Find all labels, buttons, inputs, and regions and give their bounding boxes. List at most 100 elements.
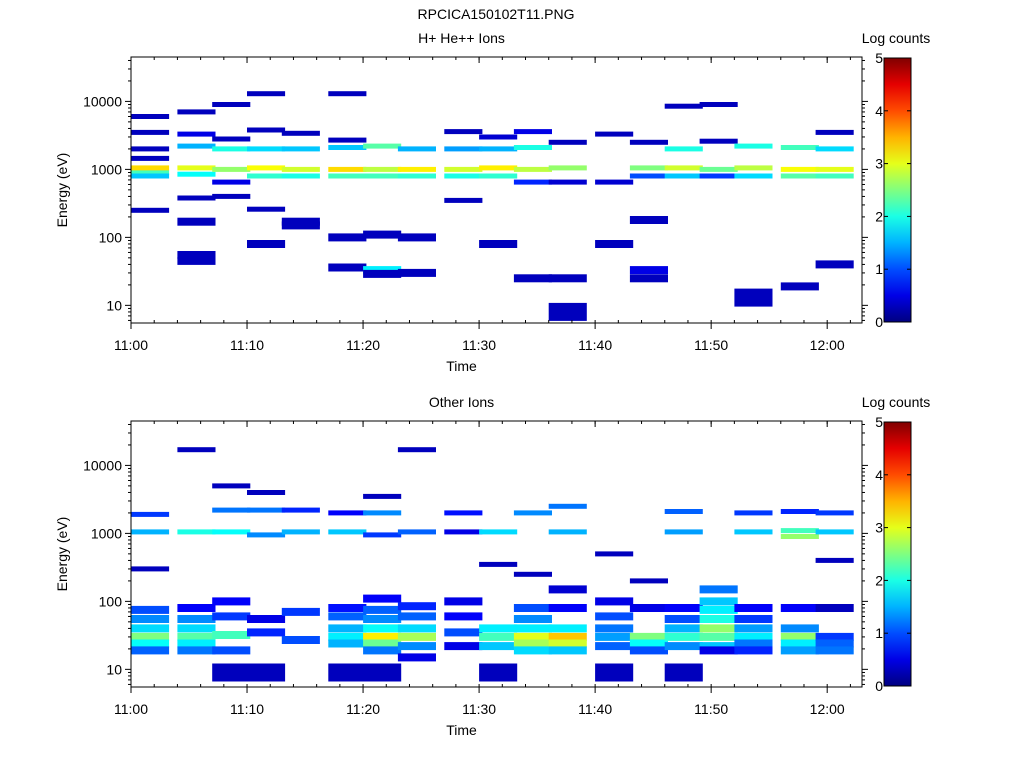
heatmap-cell bbox=[595, 612, 634, 621]
heatmap-cell bbox=[177, 447, 216, 453]
heatmap-cell bbox=[664, 146, 703, 152]
heatmap-cell bbox=[548, 139, 587, 145]
heatmap-cell bbox=[397, 612, 436, 621]
heatmap-cell bbox=[212, 102, 251, 107]
colorbar-label: Log counts bbox=[862, 30, 931, 46]
heatmap-cell bbox=[131, 605, 170, 614]
heatmap-cell bbox=[177, 604, 216, 612]
heatmap-cell bbox=[479, 165, 518, 171]
heatmap-cell bbox=[212, 136, 251, 142]
colorbar-tick-label: 3 bbox=[875, 520, 883, 536]
heatmap-cell bbox=[699, 166, 738, 172]
heatmap-cell bbox=[247, 628, 286, 637]
heatmap-cell bbox=[513, 179, 552, 185]
colorbar-tick-label: 5 bbox=[875, 414, 883, 430]
heatmap-cell bbox=[734, 173, 773, 179]
heatmap-cell bbox=[513, 166, 552, 172]
heatmap-cell bbox=[212, 166, 251, 172]
heatmap-cell bbox=[281, 607, 320, 616]
heatmap-cell bbox=[397, 624, 436, 633]
heatmap-cell bbox=[513, 646, 552, 655]
heatmap-cell bbox=[363, 143, 402, 149]
heatmap-cell bbox=[281, 173, 320, 179]
heatmap-cell bbox=[629, 646, 668, 655]
heatmap-cell bbox=[131, 170, 170, 175]
heatmap-cell bbox=[177, 165, 216, 171]
heatmap-cell bbox=[444, 612, 483, 621]
heatmap-cell bbox=[664, 509, 703, 514]
heatmap-cell bbox=[363, 639, 402, 648]
heatmap-cell bbox=[131, 511, 170, 517]
heatmap-cell bbox=[131, 207, 170, 213]
heatmap-cell bbox=[328, 624, 367, 633]
heatmap-cell bbox=[131, 632, 170, 641]
heatmap-cell bbox=[444, 597, 483, 606]
heatmap-cell bbox=[479, 134, 518, 140]
heatmap-cell bbox=[548, 274, 587, 283]
heatmap-cell bbox=[664, 663, 703, 682]
heatmap-cell bbox=[734, 604, 773, 612]
heatmap-cell bbox=[247, 532, 286, 538]
heatmap-cell bbox=[780, 639, 819, 648]
x-tick-label: 11:20 bbox=[346, 337, 380, 353]
heatmap-cell bbox=[212, 597, 251, 606]
panel-other-ions: Other Ions 11:00 11:10 11:20 11:30 11:40 11:50… bbox=[54, 394, 930, 738]
heatmap-cell bbox=[131, 529, 170, 535]
heatmap-cell bbox=[363, 493, 402, 499]
heatmap-cell bbox=[212, 483, 251, 489]
heatmap-cell bbox=[363, 594, 402, 603]
heatmap-cell bbox=[479, 529, 518, 535]
heatmap-cell bbox=[815, 557, 854, 563]
heatmap-cell bbox=[177, 195, 216, 201]
x-tick-label: 12:00 bbox=[810, 701, 845, 717]
heatmap-cell bbox=[131, 615, 170, 623]
heatmap-cell bbox=[780, 604, 819, 612]
heatmap-cell bbox=[548, 639, 587, 648]
heatmap-cell bbox=[595, 663, 634, 682]
heatmap-cell bbox=[247, 663, 286, 682]
heatmap-cell bbox=[397, 632, 436, 641]
y-axis-label: Energy (eV) bbox=[54, 153, 70, 228]
heatmap-cell bbox=[664, 642, 703, 651]
heatmap-cell bbox=[629, 578, 668, 584]
colorbar-scale bbox=[883, 421, 912, 687]
heatmap-cell bbox=[513, 510, 552, 516]
heatmap-cell bbox=[177, 131, 216, 137]
heatmap-cell bbox=[664, 103, 703, 109]
heatmap-cell bbox=[444, 173, 483, 179]
heatmap-cell bbox=[328, 639, 367, 648]
heatmap-cell bbox=[479, 632, 518, 641]
heatmap-cell bbox=[444, 146, 483, 152]
x-tick-label: 11:30 bbox=[462, 337, 496, 353]
heatmap-cell bbox=[247, 91, 286, 97]
heatmap-cell bbox=[548, 604, 587, 612]
heatmap-cell bbox=[815, 646, 854, 655]
y-tick-label: 10 bbox=[106, 297, 122, 313]
x-tick-label: 11:30 bbox=[462, 701, 496, 717]
heatmap-cell bbox=[212, 146, 251, 152]
heatmap-cell bbox=[328, 529, 367, 535]
heatmap-cell bbox=[247, 206, 286, 212]
heatmap-cell bbox=[595, 624, 634, 633]
heatmap-cell bbox=[734, 615, 773, 623]
heatmap-cell bbox=[363, 632, 402, 641]
heatmap-cell bbox=[131, 173, 170, 179]
heatmap-cell bbox=[815, 166, 854, 172]
heatmap-cell bbox=[629, 266, 668, 275]
heatmap-cell bbox=[363, 646, 402, 655]
heatmap-cell bbox=[363, 624, 402, 633]
x-tick-label: 11:00 bbox=[114, 337, 148, 353]
x-axis-label: Time bbox=[446, 722, 477, 738]
heatmap-cell bbox=[815, 529, 854, 535]
heatmap-cell bbox=[548, 646, 587, 655]
heatmap-cell bbox=[131, 114, 170, 119]
colorbar-scale bbox=[883, 57, 912, 323]
heatmap-cell bbox=[328, 137, 367, 143]
heatmap-cell bbox=[328, 510, 367, 516]
heatmap-cell bbox=[397, 642, 436, 651]
heatmap-cell bbox=[699, 138, 738, 144]
heatmap-cell bbox=[397, 268, 436, 277]
panel-h-he-ions: H+ He++ Ions 11:00 11:10 11:20 11:30 11:40 11:… bbox=[54, 30, 930, 374]
colorbar-tick-label: 3 bbox=[875, 156, 883, 172]
heatmap-cell bbox=[734, 510, 773, 516]
